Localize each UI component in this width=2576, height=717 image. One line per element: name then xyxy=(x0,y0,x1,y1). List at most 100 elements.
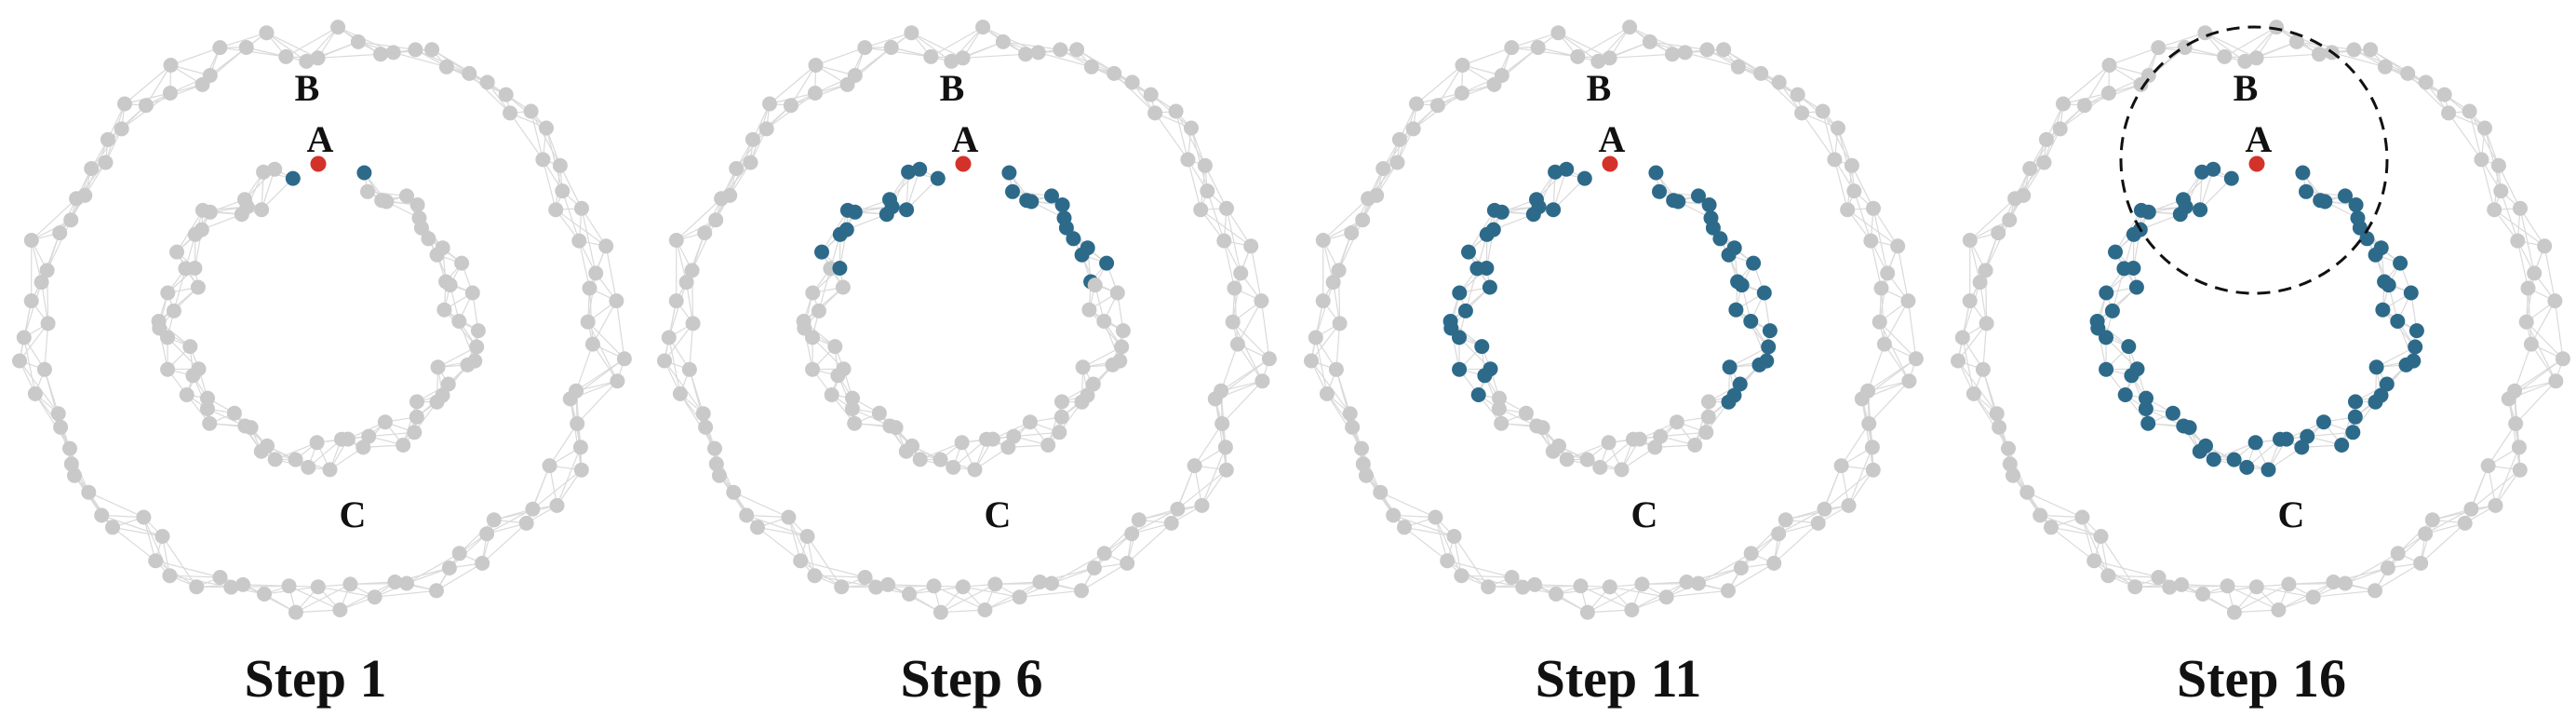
graph-node xyxy=(697,225,713,241)
graph-node xyxy=(81,484,97,500)
graph-edge xyxy=(1962,281,1981,338)
graph-node xyxy=(807,568,823,584)
graph-node xyxy=(708,456,724,472)
visited-node xyxy=(2226,452,2242,467)
graph-node xyxy=(1243,238,1259,254)
graph-node xyxy=(698,419,714,435)
visited-node xyxy=(2140,415,2156,431)
graph-node xyxy=(588,265,604,281)
visited-node xyxy=(2300,428,2315,444)
visited-node xyxy=(1479,261,1495,276)
graph-node xyxy=(1147,105,1163,121)
graph-node xyxy=(361,428,377,444)
graph-node xyxy=(668,233,684,248)
graph-node xyxy=(194,222,209,237)
visited-node xyxy=(1452,285,1468,301)
graph-node xyxy=(847,68,863,83)
graph-node xyxy=(1975,361,1991,377)
graph-edge xyxy=(1867,344,1885,392)
graph-node xyxy=(1455,58,1470,73)
graph-node xyxy=(377,414,393,430)
graph-node xyxy=(179,387,195,402)
graph-edge xyxy=(1577,26,1630,58)
graph-node xyxy=(281,578,297,594)
graph-edge xyxy=(317,586,375,598)
graph-node xyxy=(1131,512,1147,528)
graph-node xyxy=(1315,293,1331,309)
graph-node xyxy=(1794,105,1810,121)
graph-node xyxy=(571,233,587,249)
graph-node xyxy=(1355,212,1371,228)
visited-node xyxy=(2345,425,2361,440)
graph-node xyxy=(1006,428,1022,444)
graph-node xyxy=(1901,373,1917,389)
graph-node xyxy=(2547,293,2563,309)
graph-node xyxy=(845,390,860,406)
graph-node xyxy=(189,579,205,595)
graph-edge xyxy=(1727,562,1775,591)
graph-edge xyxy=(615,301,625,359)
panel-title: Step 16 xyxy=(2177,648,2346,709)
graph-edge xyxy=(2256,586,2314,598)
graph-node xyxy=(1691,575,1706,591)
graph-node xyxy=(436,302,452,318)
graph-edge xyxy=(581,208,597,274)
graph-edge xyxy=(1982,369,1998,414)
graph-node xyxy=(1375,161,1391,176)
graph-node xyxy=(138,98,154,114)
graph-edge xyxy=(169,575,221,578)
graph-edge xyxy=(2420,522,2466,564)
graph-node xyxy=(926,578,942,594)
graph-node xyxy=(2510,233,2526,249)
graph-node xyxy=(235,576,251,592)
graph-node xyxy=(1951,353,1966,369)
graph-node xyxy=(1669,414,1684,430)
graph-node xyxy=(330,20,346,35)
visited-node xyxy=(285,170,301,186)
graph-edge xyxy=(2469,111,2482,160)
graph-edge xyxy=(2084,64,2111,106)
graph-node xyxy=(1979,316,1994,331)
graph-edge xyxy=(2493,209,2545,247)
graph-node xyxy=(1665,47,1680,62)
graph-node xyxy=(301,459,316,475)
graph-edge xyxy=(1226,208,1241,274)
visited-node xyxy=(899,202,915,218)
graph-edge xyxy=(112,526,163,537)
graph-edge xyxy=(1824,469,1874,510)
visited-node xyxy=(882,192,897,208)
graph-node xyxy=(2101,58,2117,73)
visited-node xyxy=(2408,339,2423,355)
visited-node xyxy=(2176,418,2192,434)
graph-edge xyxy=(2516,240,2529,289)
graph-node xyxy=(1991,225,2006,241)
graph-node xyxy=(486,512,502,528)
graph-node xyxy=(1373,484,1389,500)
graph-node xyxy=(2002,456,2018,472)
graph-edge xyxy=(2027,492,2083,519)
graph-node xyxy=(2281,576,2297,592)
graph-node xyxy=(1880,265,1896,281)
graph-edge xyxy=(1415,64,1463,104)
graph-node xyxy=(2022,161,2038,176)
graph-node xyxy=(1032,575,1048,589)
graph-node xyxy=(2036,155,2052,170)
graph-node xyxy=(202,415,218,431)
graph-node xyxy=(1658,589,1674,605)
graph-node xyxy=(518,515,534,531)
graph-node xyxy=(1120,555,1135,571)
graph-node xyxy=(1369,187,1385,203)
graph-edge xyxy=(2500,190,2518,241)
graph-node xyxy=(2474,152,2489,168)
graph-edge xyxy=(1511,47,1578,58)
graph-node xyxy=(2038,131,2054,147)
graph-edge xyxy=(19,323,49,361)
graph-edge xyxy=(34,393,71,449)
graph-node xyxy=(1405,121,1421,137)
graph-edge xyxy=(668,337,681,395)
graph-edge xyxy=(1393,514,1455,537)
graph-edge xyxy=(689,323,694,370)
visited-node xyxy=(2299,183,2314,199)
visited-node xyxy=(2139,390,2153,406)
graph-node xyxy=(151,314,167,329)
